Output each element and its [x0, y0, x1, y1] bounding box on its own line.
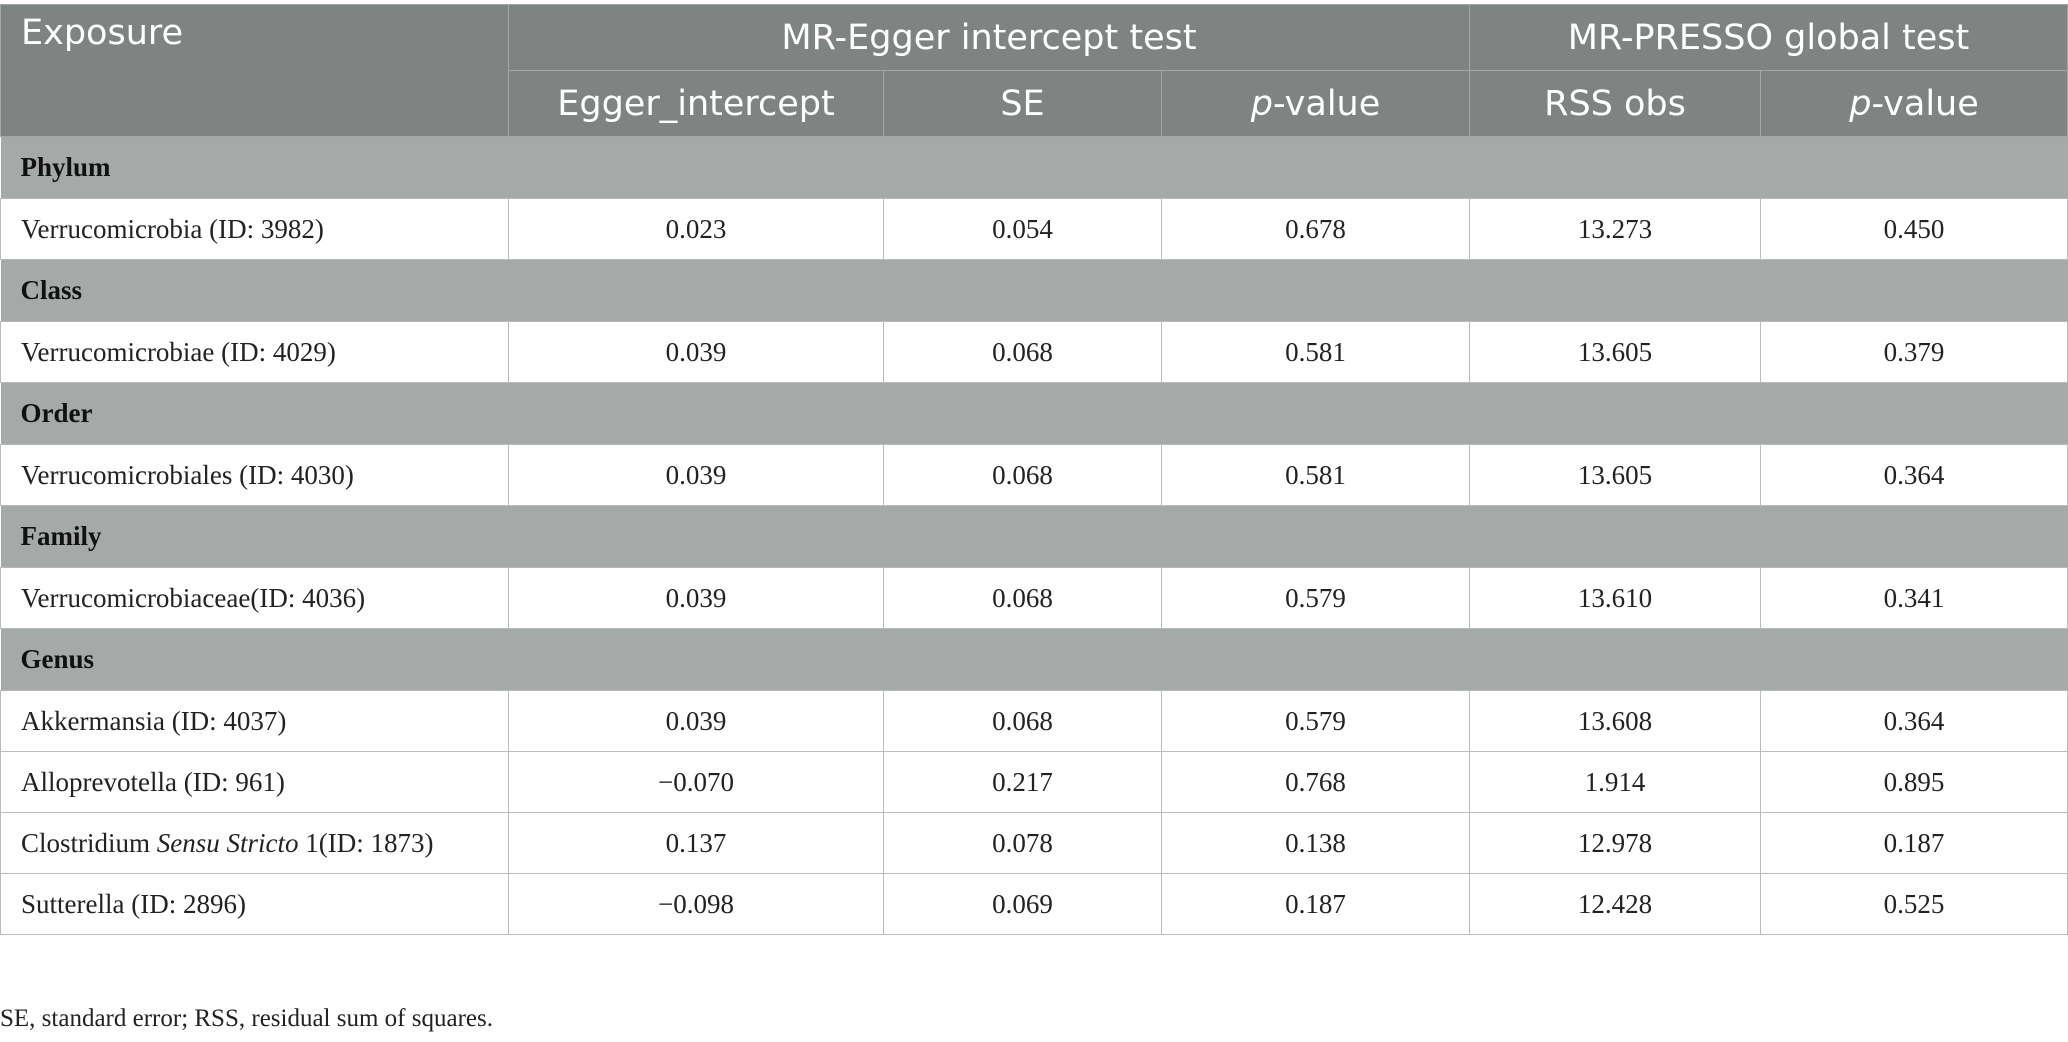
egger-intercept-cell: 0.137	[508, 812, 884, 874]
presso-p-value-cell: 0.379	[1760, 321, 2068, 383]
se-cell: 0.068	[883, 690, 1162, 752]
section-row: Genus	[0, 628, 2068, 691]
exposure-text: Alloprevotella (ID: 961)	[21, 766, 285, 797]
presso-p-value-cell: 0.364	[1760, 690, 2068, 752]
egger-intercept-cell: 0.039	[508, 567, 884, 629]
p-value-suffix: -value	[1871, 83, 1979, 124]
exposure-text: Sensu Stricto	[156, 827, 299, 858]
egger-intercept-cell: 0.039	[508, 321, 884, 383]
exposure-cell: Sutterella (ID: 2896)	[0, 873, 509, 935]
exposure-text: 1(ID: 1873)	[298, 827, 434, 858]
se-cell: 0.054	[883, 198, 1162, 260]
results-table: Exposure MR-Egger intercept test MR-PRES…	[0, 4, 2068, 935]
section-label: Genus	[0, 628, 2068, 691]
table-row: Verrucomicrobiae (ID: 4029) 0.039 0.068 0.5…	[0, 321, 2068, 383]
egger-intercept-cell: −0.098	[508, 873, 884, 935]
egger-p-value-cell: 0.579	[1160, 690, 1471, 752]
se-header: SE	[883, 70, 1162, 137]
exposure-text: Verrucomicrobiae (ID: 4029)	[21, 336, 336, 367]
exposure-cell: Verrucomicrobia (ID: 3982)	[0, 198, 509, 260]
p-italic: p	[1250, 83, 1273, 124]
egger-p-value-cell: 0.138	[1160, 812, 1471, 874]
section-label: Phylum	[0, 136, 2068, 199]
egger-p-value-cell: 0.581	[1160, 444, 1471, 506]
table-body: Phylum Verrucomicrobia (ID: 3982) 0.023 0.0…	[0, 136, 2068, 935]
presso-p-value-cell: 0.895	[1760, 751, 2068, 813]
exposure-text: Verrucomicrobia (ID: 3982)	[21, 213, 324, 244]
egger-p-value-cell: 0.678	[1160, 198, 1471, 260]
presso-p-value-cell: 0.525	[1760, 873, 2068, 935]
rss-obs-cell: 13.610	[1469, 567, 1762, 629]
se-cell: 0.078	[883, 812, 1162, 874]
presso-group-header: MR-PRESSO global test	[1469, 4, 2068, 71]
egger-intercept-header: Egger_intercept	[508, 70, 884, 137]
rss-obs-header: RSS obs	[1469, 70, 1762, 137]
exposure-text: Verrucomicrobiaceae(ID: 4036)	[21, 582, 366, 613]
egger-intercept-cell: 0.023	[508, 198, 884, 260]
section-label: Order	[0, 382, 2068, 445]
section-row: Family	[0, 505, 2068, 568]
egger-intercept-cell: 0.039	[508, 444, 884, 506]
rss-obs-cell: 13.273	[1469, 198, 1762, 260]
exposure-cell: Clostridium Sensu Stricto 1(ID: 1873)	[0, 812, 509, 874]
table-row: Clostridium Sensu Stricto 1(ID: 1873) 0.1…	[0, 812, 2068, 874]
section-label: Family	[0, 505, 2068, 568]
exposure-text: Verrucomicrobiales (ID: 4030)	[21, 459, 354, 490]
table-row: Akkermansia (ID: 4037) 0.039 0.068 0.579 13.…	[0, 690, 2068, 752]
section-row: Class	[0, 259, 2068, 322]
egger-p-value-cell: 0.581	[1160, 321, 1471, 383]
se-cell: 0.069	[883, 873, 1162, 935]
section-row: Phylum	[0, 136, 2068, 199]
rss-obs-cell: 12.428	[1469, 873, 1762, 935]
table-row: Alloprevotella (ID: 961) −0.070 0.217 0.768…	[0, 751, 2068, 813]
presso-p-value-header: p-value	[1760, 70, 2068, 137]
egger-p-value-header: p-value	[1160, 70, 1471, 137]
egger-group-header: MR-Egger intercept test	[507, 4, 1471, 71]
exposure-text: Sutterella (ID: 2896)	[21, 888, 246, 919]
table-header: Exposure MR-Egger intercept test MR-PRES…	[0, 4, 2068, 137]
se-cell: 0.068	[883, 567, 1162, 629]
egger-p-value-cell: 0.768	[1160, 751, 1471, 813]
egger-p-value-cell: 0.579	[1160, 567, 1471, 629]
p-value-suffix: -value	[1272, 83, 1381, 124]
se-cell: 0.217	[883, 751, 1162, 813]
presso-p-value-cell: 0.187	[1760, 812, 2068, 874]
presso-p-value-cell: 0.450	[1760, 198, 2068, 260]
egger-intercept-cell: 0.039	[508, 690, 884, 752]
exposure-text: Akkermansia (ID: 4037)	[21, 705, 287, 736]
rss-obs-cell: 13.605	[1469, 444, 1762, 506]
table-row: Verrucomicrobiales (ID: 4030) 0.039 0.068 0…	[0, 444, 2068, 506]
section-label: Class	[0, 259, 2068, 322]
table-row: Verrucomicrobiaceae(ID: 4036) 0.039 0.068 0…	[0, 567, 2068, 629]
exposure-cell: Verrucomicrobiales (ID: 4030)	[0, 444, 509, 506]
rss-obs-cell: 13.605	[1469, 321, 1762, 383]
exposure-text: Clostridium	[21, 827, 157, 858]
section-row: Order	[0, 382, 2068, 445]
se-cell: 0.068	[883, 321, 1162, 383]
exposure-cell: Verrucomicrobiae (ID: 4029)	[0, 321, 509, 383]
table-row: Verrucomicrobia (ID: 3982) 0.023 0.054 0.67…	[0, 198, 2068, 260]
presso-p-value-cell: 0.341	[1760, 567, 2068, 629]
se-cell: 0.068	[883, 444, 1162, 506]
table-row: Sutterella (ID: 2896) −0.098 0.069 0.187 12.…	[0, 873, 2068, 935]
exposure-cell: Alloprevotella (ID: 961)	[0, 751, 509, 813]
table-footnote: SE, standard error; RSS, residual sum of…	[0, 1005, 493, 1032]
rss-obs-cell: 1.914	[1469, 751, 1762, 813]
presso-p-value-cell: 0.364	[1760, 444, 2068, 506]
exposure-cell: Akkermansia (ID: 4037)	[0, 690, 509, 752]
egger-intercept-cell: −0.070	[508, 751, 884, 813]
rss-obs-cell: 12.978	[1469, 812, 1762, 874]
p-italic: p	[1849, 83, 1872, 124]
egger-p-value-cell: 0.187	[1160, 873, 1471, 935]
rss-obs-cell: 13.608	[1469, 690, 1762, 752]
exposure-cell: Verrucomicrobiaceae(ID: 4036)	[0, 567, 509, 629]
exposure-header: Exposure	[0, 4, 509, 137]
